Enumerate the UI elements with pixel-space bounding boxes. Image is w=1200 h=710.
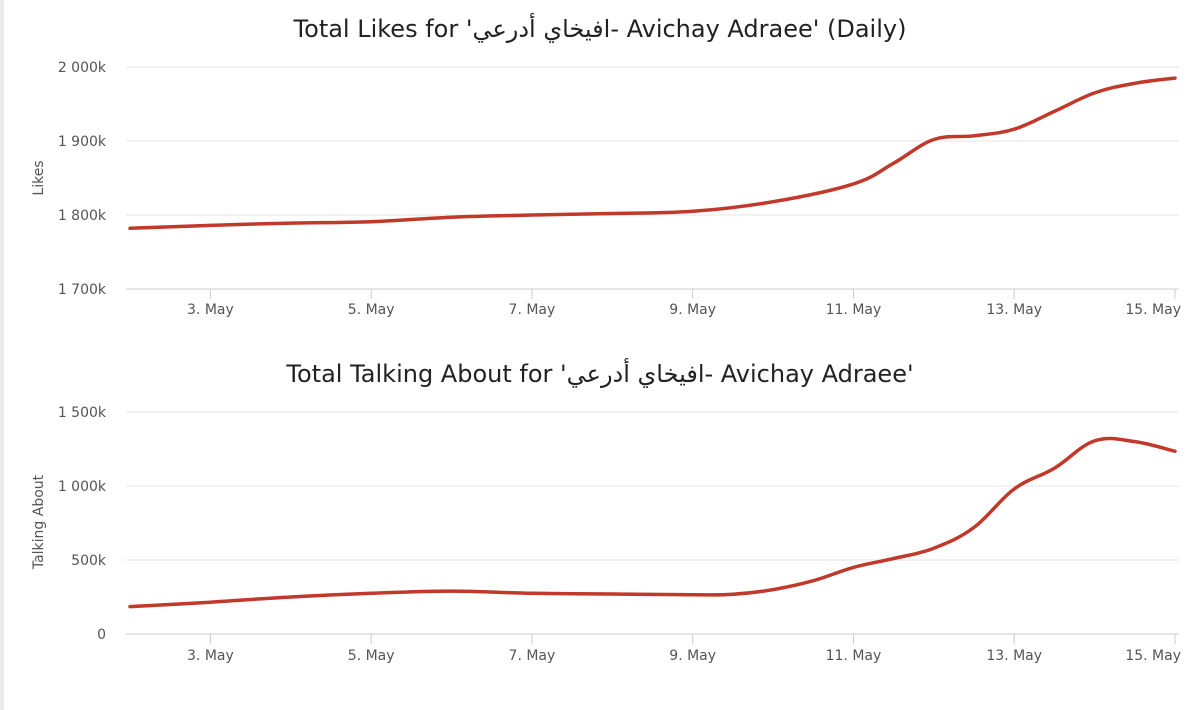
x-tick-label: 11. May [826,648,882,664]
y-tick-label: 1 800k [58,208,107,224]
y-tick-label: 2 000k [58,60,107,76]
y-tick-label: 1 700k [58,282,107,298]
x-tick-label: 3. May [187,648,234,664]
x-tick-label: 9. May [669,302,716,318]
x-tick-label: 15. May [1125,648,1181,664]
talking-about-series-line [128,436,1177,609]
x-tick-label: 11. May [826,302,882,318]
likes-series-line [128,76,1177,231]
talking-about-chart: Total Talking About for 'افيخاي أدرعي- A… [0,345,1200,710]
chart-title: Total Talking About for 'افيخاي أدرعي- A… [285,358,913,388]
x-tick-label: 13. May [986,302,1042,318]
x-tick-label: 13. May [986,648,1042,664]
talking-about-chart-svg: Total Talking About for 'افيخاي أدرعي- A… [31,358,1181,664]
y-tick-label: 1 900k [58,134,107,150]
x-tick-label: 9. May [669,648,716,664]
x-tick-label: 7. May [509,302,556,318]
y-tick-label: 1 500k [58,405,107,421]
likes-chart: Total Likes for 'افيخاي أدرعي- Avichay A… [0,0,1200,345]
y-tick-label: 0 [97,627,106,643]
left-edge-rule [0,0,4,710]
x-tick-label: 5. May [348,302,395,318]
y-tick-label: 500k [71,553,107,569]
y-axis-title: Likes [31,160,47,195]
likes-chart-svg: Total Likes for 'افيخاي أدرعي- Avichay A… [31,13,1181,318]
chart-title: Total Likes for 'افيخاي أدرعي- Avichay A… [293,13,907,43]
x-tick-label: 7. May [509,648,556,664]
y-axis-title: Talking About [31,474,47,570]
x-tick-label: 3. May [187,302,234,318]
x-tick-label: 5. May [348,648,395,664]
x-tick-label: 15. May [1125,302,1181,318]
y-tick-label: 1 000k [58,479,107,495]
